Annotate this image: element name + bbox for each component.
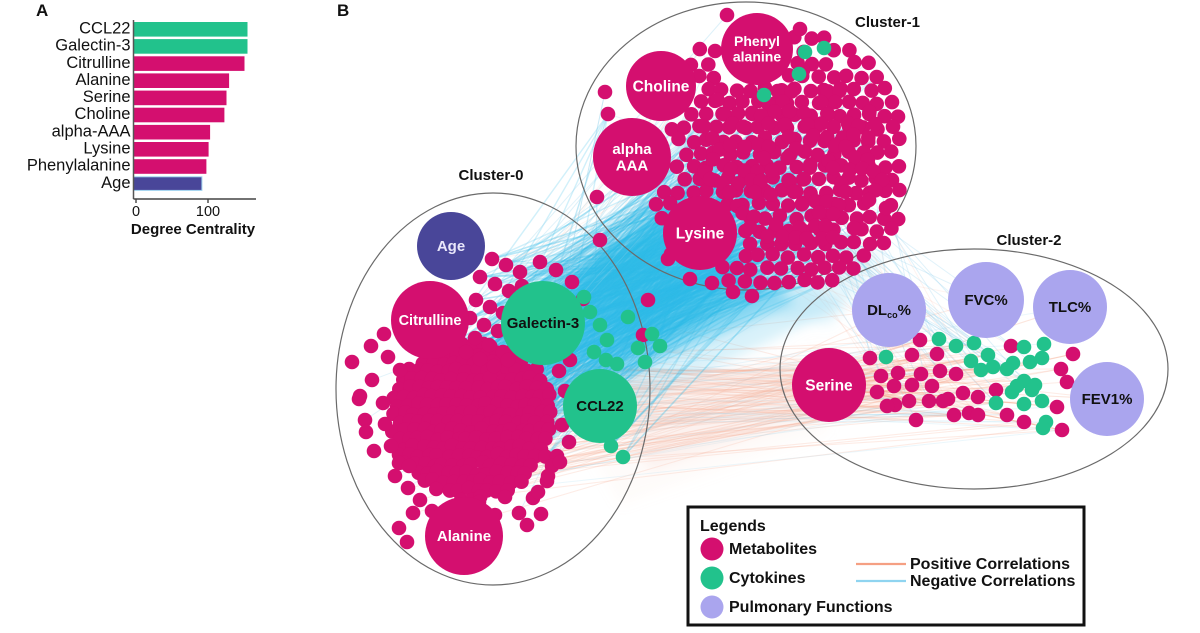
svg-text:TLC%: TLC% <box>1049 299 1092 316</box>
svg-text:Choline: Choline <box>75 105 131 123</box>
svg-text:Choline: Choline <box>633 78 690 95</box>
svg-text:Citrulline: Citrulline <box>66 54 130 72</box>
svg-text:Cytokines: Cytokines <box>729 570 806 587</box>
svg-text:A: A <box>36 1 48 20</box>
svg-text:Serine: Serine <box>805 377 853 394</box>
svg-text:FEV1%: FEV1% <box>1082 391 1133 408</box>
svg-text:Age: Age <box>437 238 465 255</box>
svg-text:Galectin-3: Galectin-3 <box>507 315 580 332</box>
svg-text:Negative Correlations: Negative Correlations <box>910 573 1075 590</box>
svg-text:Phenyl: Phenyl <box>734 33 780 49</box>
svg-text:Alanine: Alanine <box>75 71 130 89</box>
svg-text:Degree Centrality: Degree Centrality <box>131 221 256 238</box>
svg-text:B: B <box>337 1 349 20</box>
svg-text:Lysine: Lysine <box>676 225 725 242</box>
svg-text:Pulmonary Functions: Pulmonary Functions <box>729 599 893 616</box>
svg-text:CCL22: CCL22 <box>79 20 130 38</box>
svg-text:FVC%: FVC% <box>964 292 1007 309</box>
svg-text:Age: Age <box>101 174 130 192</box>
svg-text:Lysine: Lysine <box>83 140 130 158</box>
svg-text:alpha: alpha <box>612 141 652 158</box>
svg-text:Galectin-3: Galectin-3 <box>55 37 130 55</box>
svg-text:AAA: AAA <box>616 158 649 175</box>
svg-text:Citrulline: Citrulline <box>399 313 462 329</box>
svg-text:0: 0 <box>132 204 140 220</box>
svg-text:Cluster-1: Cluster-1 <box>855 14 920 31</box>
svg-text:alpha-AAA: alpha-AAA <box>52 122 131 140</box>
svg-text:Positive Correlations: Positive Correlations <box>910 556 1070 573</box>
svg-text:Cluster-0: Cluster-0 <box>458 167 523 184</box>
svg-text:100: 100 <box>196 204 220 220</box>
svg-text:Serine: Serine <box>83 88 131 106</box>
svg-text:Alanine: Alanine <box>437 528 491 545</box>
svg-text:Metabolites: Metabolites <box>729 541 817 558</box>
svg-text:CCL22: CCL22 <box>576 398 624 415</box>
svg-text:Phenylalanine: Phenylalanine <box>27 157 131 175</box>
svg-text:Cluster-2: Cluster-2 <box>996 232 1061 249</box>
svg-text:Legends: Legends <box>700 518 766 535</box>
svg-text:alanine: alanine <box>733 49 781 65</box>
